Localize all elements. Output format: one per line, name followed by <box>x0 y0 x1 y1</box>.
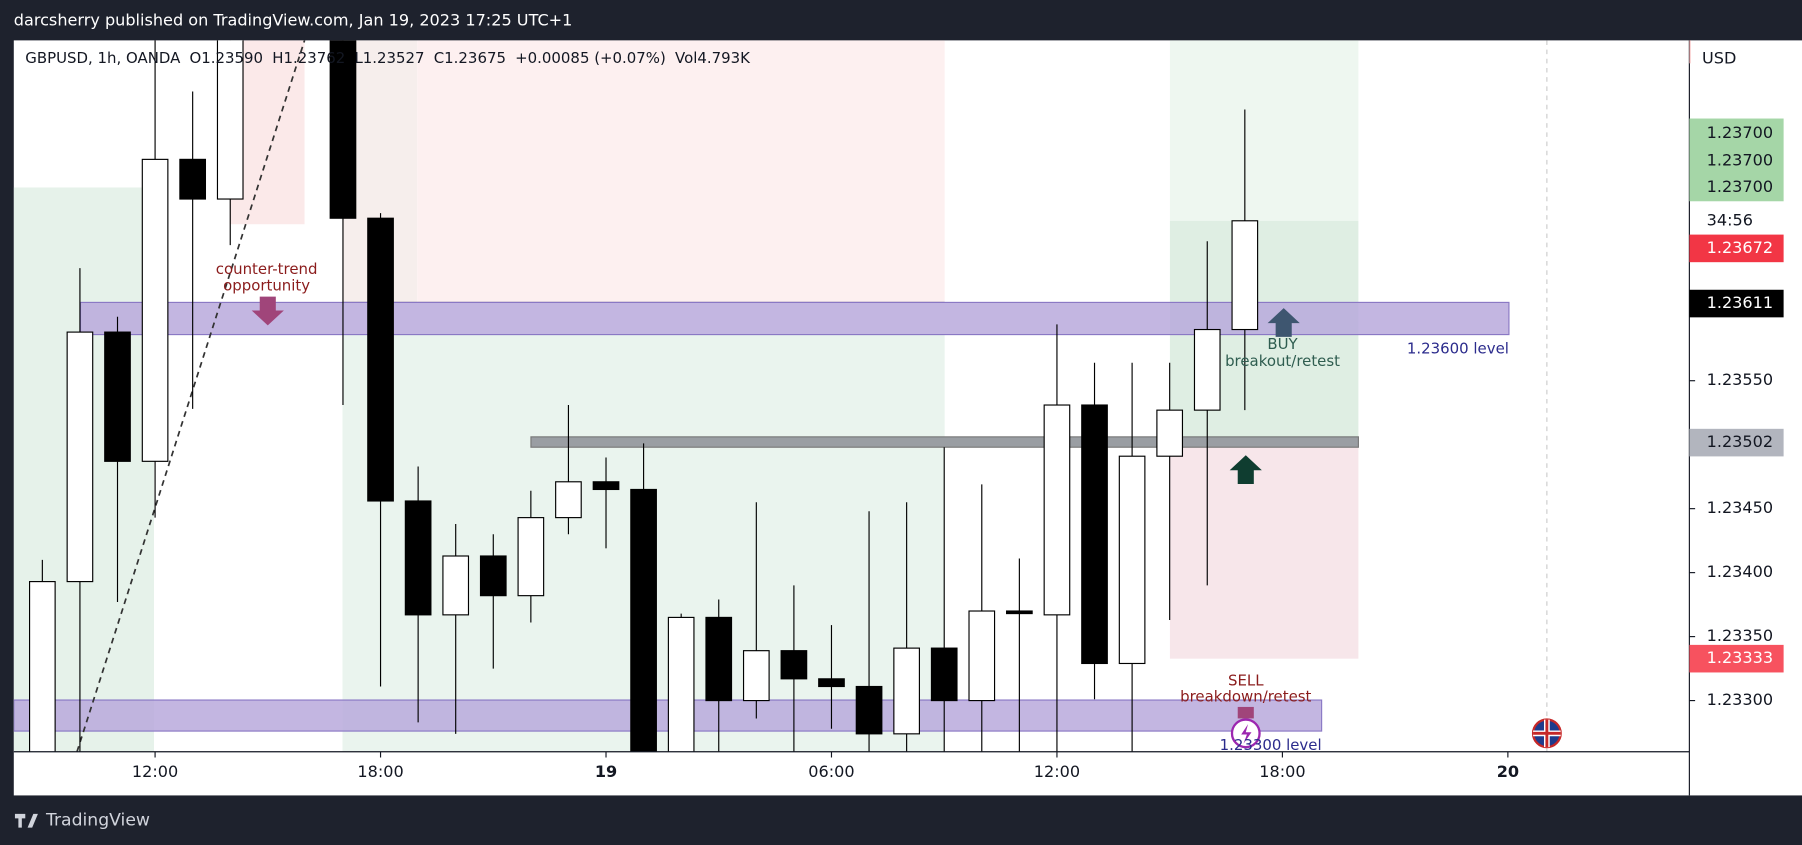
zone-band <box>530 436 1359 448</box>
candle-body <box>893 647 920 735</box>
zone <box>1169 442 1359 659</box>
candles <box>28 40 1259 752</box>
price-tag: 1.23672 <box>1707 238 1774 257</box>
candle-body <box>1231 220 1259 331</box>
annotation: 1.23600 level <box>1407 340 1509 358</box>
event-glyph <box>1241 724 1252 744</box>
annotation: breakdown/retest <box>1180 688 1311 706</box>
x-tick-label: 12:00 <box>1034 762 1080 781</box>
arrow-up <box>1229 455 1262 484</box>
candle-body <box>818 678 845 688</box>
legend-item: O1.23590 <box>190 49 264 67</box>
candle-body <box>705 616 733 702</box>
legend-item: L1.23527 <box>354 49 424 67</box>
candle-body <box>216 40 244 200</box>
publisher: darcsherry published on TradingView.com,… <box>14 10 573 29</box>
candle-body <box>630 488 657 752</box>
zone-band <box>79 301 1510 336</box>
flag-glyph <box>1533 719 1561 748</box>
candle-body <box>555 481 582 519</box>
candle-body <box>930 647 958 702</box>
candle-body <box>1043 404 1071 616</box>
legend: GBPUSD, 1h, OANDA O1.23590 H1.23762 L1.2352… <box>25 49 751 67</box>
x-tick-label: 20 <box>1497 762 1519 781</box>
price-tag: 1.23700 <box>1707 177 1774 196</box>
candle-body <box>179 158 207 200</box>
candle-body <box>742 650 770 702</box>
price-tag: 1.23502 <box>1707 432 1774 451</box>
trend-line <box>76 40 306 752</box>
price-tag: 1.23700 <box>1707 123 1774 142</box>
candle-body <box>404 500 432 616</box>
arrow-up <box>1267 308 1300 337</box>
tag-box <box>1689 118 1784 202</box>
y-tick-label: 1.23400 <box>1707 562 1774 581</box>
candle-body <box>1193 328 1221 411</box>
y-tick-label: 1.23300 <box>1707 690 1774 709</box>
tag-box <box>1689 234 1784 263</box>
x-tick-label: 18:00 <box>357 762 403 781</box>
candle-body <box>1081 404 1108 665</box>
zone <box>1169 40 1359 221</box>
y-tick-label: 1.23350 <box>1707 626 1774 645</box>
price-tag: 1.23333 <box>1707 648 1774 667</box>
annotation: 1.23300 level <box>1220 736 1322 754</box>
tag-box <box>1689 644 1784 673</box>
candle-body <box>104 331 131 462</box>
candle-body <box>329 40 357 219</box>
candle-body <box>667 616 695 752</box>
annotation: breakout/retest <box>1225 352 1340 370</box>
candle-body <box>968 610 996 702</box>
candle-body <box>442 555 470 616</box>
candle-body <box>1006 610 1033 615</box>
candle-body <box>1118 455 1146 665</box>
y-tick-label: 1.23550 <box>1707 370 1774 389</box>
legend-item: C1.23675 <box>434 49 506 67</box>
brand-logo <box>14 813 38 828</box>
legend-item: H1.23762 <box>272 49 345 67</box>
candle-body <box>855 685 883 735</box>
brand: TradingView <box>45 811 150 831</box>
zone <box>417 40 945 303</box>
candle-body <box>479 555 507 597</box>
annotation: counter-trend <box>216 260 318 278</box>
tag-box <box>1689 289 1784 318</box>
currency: USD <box>1702 48 1736 67</box>
y-tick-label: 1.23450 <box>1707 498 1774 517</box>
candle-body <box>592 481 620 491</box>
annotations: counter-trend opportunity BUY breakout/r… <box>216 260 1509 754</box>
annotation: opportunity <box>223 276 310 294</box>
tag-box <box>1689 428 1784 457</box>
arrow-marker <box>1237 706 1254 719</box>
x-tick-label: 12:00 <box>132 762 178 781</box>
legend-item: GBPUSD, 1h, OANDA <box>25 49 181 67</box>
candle-body <box>780 650 808 680</box>
candle-body <box>28 581 56 752</box>
arrow-down <box>251 296 284 326</box>
candle-body <box>141 158 169 462</box>
legend-item: Vol4.793K <box>675 49 751 67</box>
price-tag: 1.23611 <box>1707 293 1774 312</box>
price-tag: 1.23700 <box>1707 151 1774 170</box>
legend-item: +0.00085 (+0.07%) <box>515 49 666 67</box>
axis-mark <box>1689 40 1691 64</box>
annotation: BUY <box>1267 335 1298 353</box>
candle-body <box>1156 409 1184 457</box>
candle-body <box>367 217 394 502</box>
annotation: SELL <box>1228 672 1264 690</box>
zone-band <box>13 699 1323 732</box>
arrows <box>251 296 1562 749</box>
x-tick-label: 18:00 <box>1259 762 1305 781</box>
price-tags: 1.23700 1.23700 1.23700 34:56 1.23672 1.… <box>1689 118 1784 673</box>
x-tick-label: 06:00 <box>808 762 854 781</box>
countdown: 34:56 <box>1707 210 1753 229</box>
x-tick-label: 19 <box>595 762 617 781</box>
candle-body <box>66 331 94 583</box>
candle-body <box>517 517 545 597</box>
